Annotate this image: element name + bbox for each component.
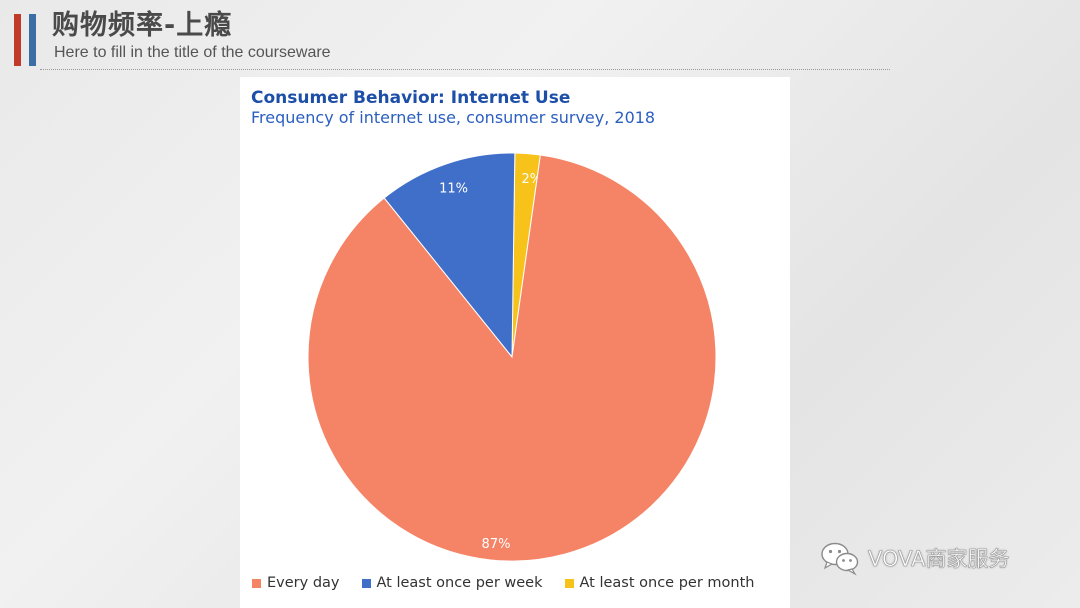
legend-item: Every day [252,575,340,591]
pie-label-weekly: 11% [439,181,468,196]
watermark-text: VOVA商家服务 [868,547,1010,572]
legend-label: At least once per week [376,575,543,591]
legend-swatch [252,578,261,588]
legend-label: At least once per month [579,575,755,591]
slide-title: 购物频率-上瘾 [52,10,233,41]
chart-legend: Every day At least once per week At least … [252,575,754,591]
legend-label: Every day [267,575,340,591]
legend-item: At least once per month [564,575,755,591]
chart-subtitle: Frequency of internet use, consumer surv… [251,108,656,127]
legend-item: At least once per week [361,575,543,591]
pie-slice-every-day [307,154,717,562]
title-divider [40,69,890,70]
legend-swatch [564,578,574,588]
pie-chart: 2%11%87% [307,152,717,562]
slide-subtitle: Here to fill in the title of the coursew… [54,44,331,61]
pie-label-every-day: 87% [482,537,511,552]
wechat-icon [821,542,859,576]
chart-title: Consumer Behavior: Internet Use [251,88,571,108]
pie-slice-weekly [383,152,516,359]
legend-swatch [361,578,371,588]
chart-card: Consumer Behavior: Internet Use Frequenc… [240,77,790,608]
watermark: VOVA商家服务 [820,540,1010,576]
title-accent-bar-red [14,14,21,66]
title-accent-bar-blue [29,14,36,66]
